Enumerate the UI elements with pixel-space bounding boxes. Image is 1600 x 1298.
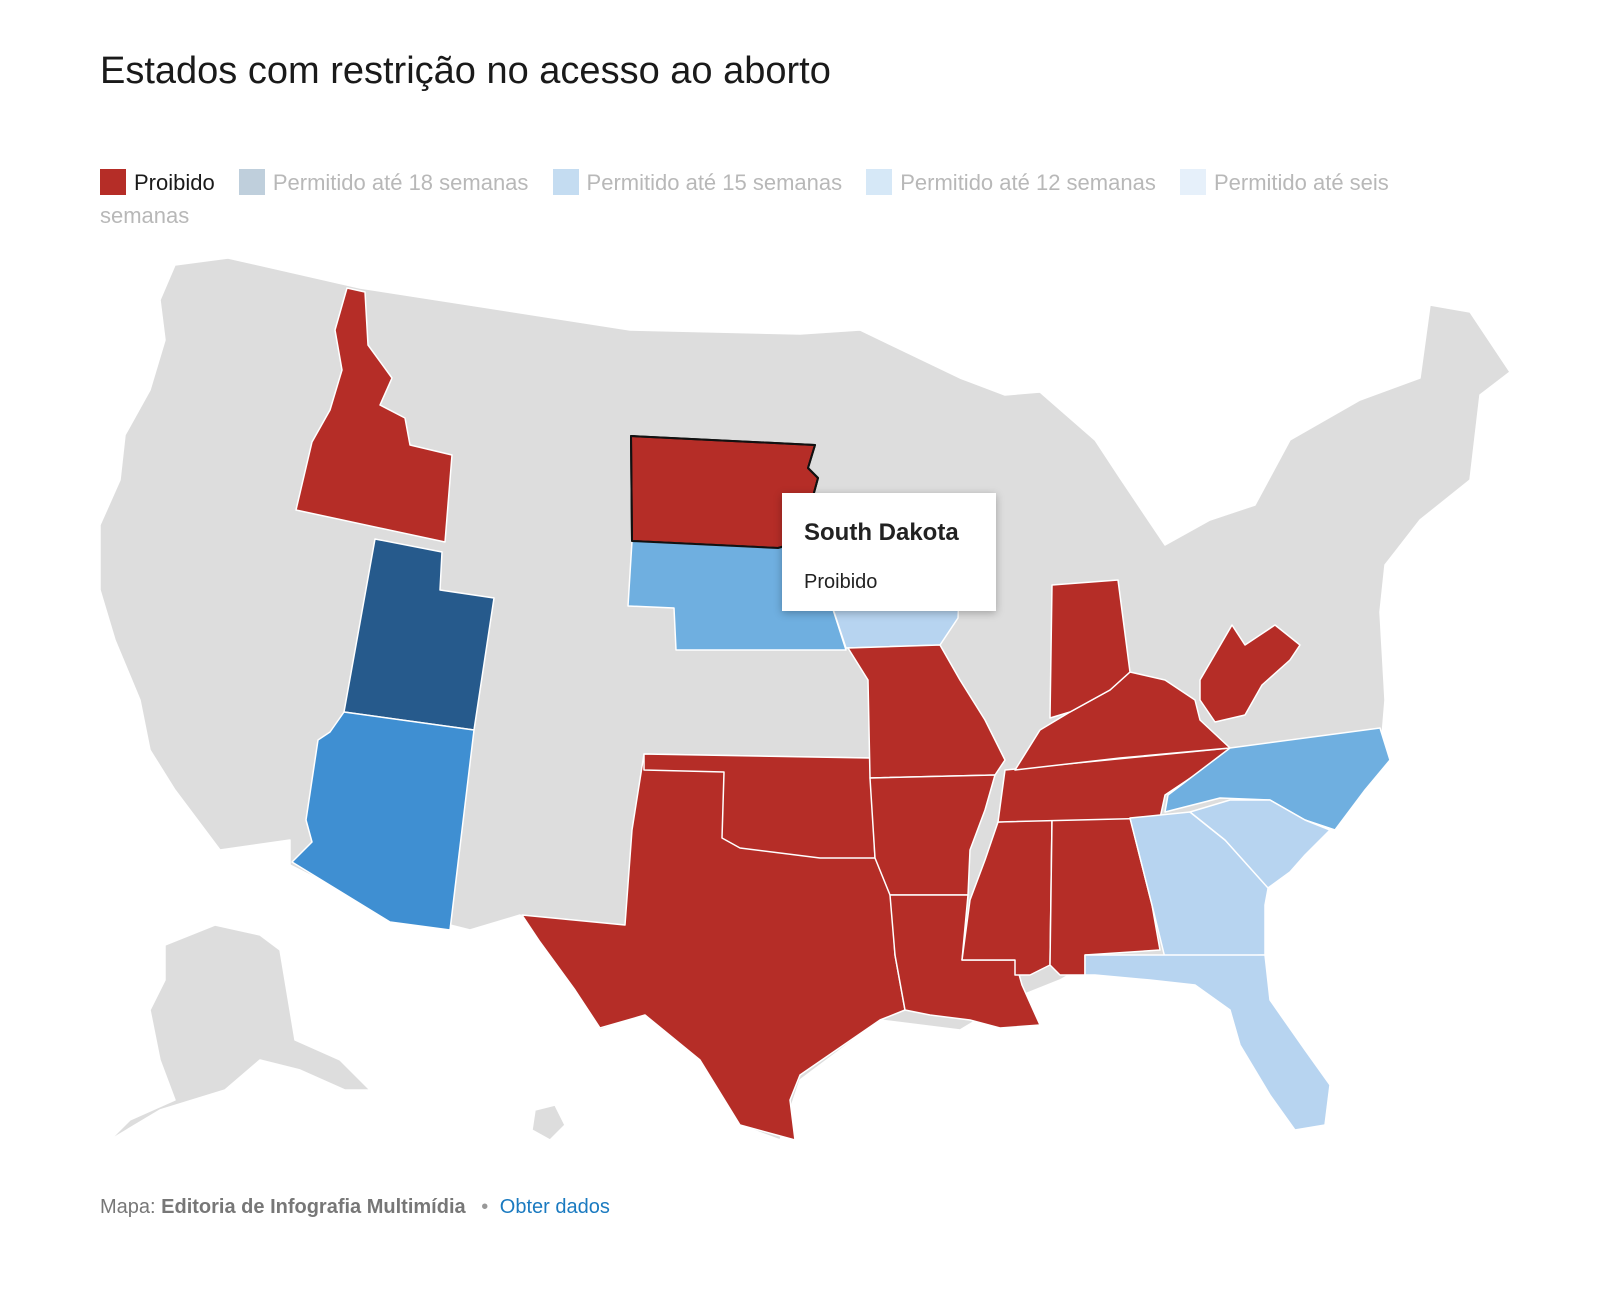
legend-swatch-proibido	[100, 169, 126, 195]
footer-prefix: Mapa:	[100, 1196, 156, 1218]
legend-label-seis-semanas: Permitido até seis semanas	[100, 170, 1389, 228]
state-arkansas[interactable]	[869, 774, 996, 896]
alaska-shape	[109, 924, 371, 1141]
hawaii-shape	[531, 1104, 566, 1141]
state-west-virginia[interactable]	[1199, 624, 1301, 723]
legend-swatch-12-semanas	[866, 169, 893, 195]
state-florida[interactable]	[1084, 954, 1331, 1131]
footer-source: Editoria de Infografia Multimídia	[161, 1196, 466, 1218]
legend-label-18-semanas: Permitido até 18 semanas	[272, 170, 529, 195]
legend-item-proibido[interactable]: Proibido	[100, 169, 215, 195]
legend-label-12-semanas: Permitido até 12 semanas	[900, 170, 1156, 195]
legend-label-proibido: Proibido	[134, 170, 215, 195]
legend-swatch-15-semanas	[552, 169, 579, 195]
state-tooltip: South Dakota Proibido	[782, 493, 996, 611]
footer: Mapa: Editoria de Infografia Multimídia …	[100, 1196, 610, 1219]
legend-label-15-semanas: Permitido até 15 semanas	[586, 170, 843, 195]
legend-item-12-semanas[interactable]: Permitido até 12 semanas	[866, 169, 1156, 195]
footer-separator: •	[481, 1196, 489, 1218]
legend-swatch-seis-semanas	[1179, 169, 1206, 195]
tooltip-status: Proibido	[804, 571, 878, 593]
obter-dados-link[interactable]: Obter dados	[499, 1196, 610, 1218]
legend-swatch-18-semanas	[238, 169, 265, 195]
legend-item-seis-semanas[interactable]: Permitido até seis semanas	[100, 169, 1389, 228]
state-arizona[interactable]	[291, 711, 475, 931]
legend-item-18-semanas[interactable]: Permitido até 18 semanas	[238, 169, 529, 195]
tooltip-state-name: South Dakota	[804, 519, 959, 546]
map-title: Estados com restrição no acesso ao abort…	[100, 50, 831, 92]
legend-item-15-semanas[interactable]: Permitido até 15 semanas	[552, 169, 843, 195]
legend: Proibido Permitido até 18 semanas Permit…	[100, 166, 1460, 232]
state-idaho[interactable]	[295, 287, 453, 543]
state-missouri[interactable]	[847, 644, 1006, 779]
state-kentucky[interactable]	[1014, 671, 1231, 771]
state-indiana[interactable]	[1049, 579, 1131, 719]
state-south-carolina[interactable]	[1189, 799, 1331, 889]
